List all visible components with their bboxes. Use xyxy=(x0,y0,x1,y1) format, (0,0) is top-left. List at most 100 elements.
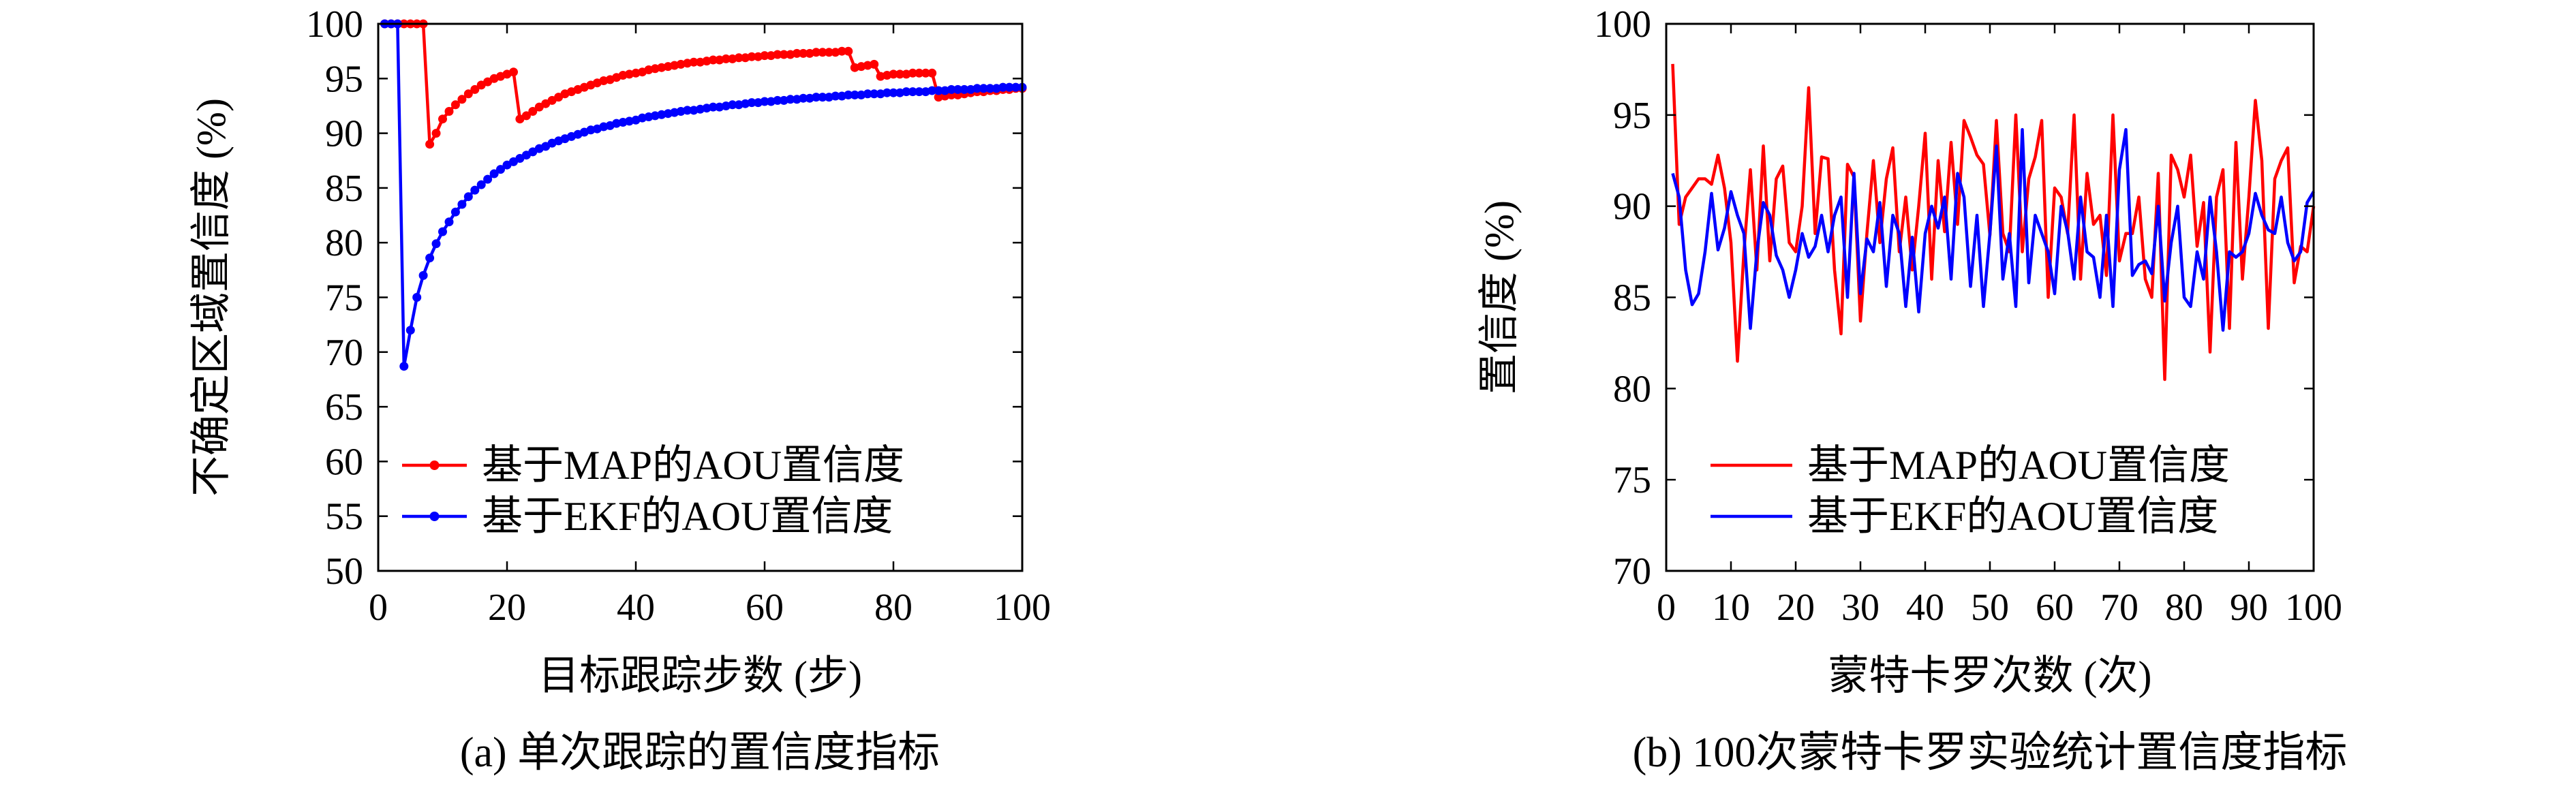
plot-frame xyxy=(1665,22,2315,572)
data-point xyxy=(831,91,840,101)
data-point xyxy=(773,95,782,105)
x-axis-label: 目标跟踪步数 (步) xyxy=(538,653,862,698)
data-point xyxy=(444,217,454,227)
x-tick-label: 0 xyxy=(369,587,388,629)
x-tick-label: 100 xyxy=(994,587,1051,629)
y-axis-label: 置信度 (%) xyxy=(1477,200,1522,394)
data-point xyxy=(1005,82,1014,92)
data-point xyxy=(721,54,731,63)
y-tick-label: 75 xyxy=(325,277,363,319)
x-tick-label: 80 xyxy=(2165,587,2203,629)
x-tick-label: 10 xyxy=(1712,587,1750,629)
data-point xyxy=(470,185,480,195)
data-point xyxy=(812,48,821,57)
data-point xyxy=(960,84,969,94)
legend-marker xyxy=(429,461,440,470)
series-line-1 xyxy=(1671,63,2316,381)
data-point xyxy=(689,57,699,67)
data-point xyxy=(405,326,415,335)
data-point xyxy=(760,51,769,61)
legend-marker xyxy=(429,512,440,521)
data-point xyxy=(786,95,795,104)
data-point xyxy=(431,239,441,249)
legend-label-1: 基于MAP的AOU置信度 xyxy=(482,443,904,488)
data-point xyxy=(747,98,756,108)
y-tick-label: 90 xyxy=(325,113,363,155)
y-tick-label: 60 xyxy=(325,441,363,483)
data-point xyxy=(902,87,911,97)
x-tick-label: 20 xyxy=(488,587,526,629)
data-point xyxy=(779,50,788,59)
x-tick-label: 50 xyxy=(1971,587,2009,629)
data-point xyxy=(708,55,718,65)
data-point xyxy=(728,100,737,110)
data-point xyxy=(921,68,930,78)
data-point xyxy=(457,200,467,209)
x-tick-label: 20 xyxy=(1777,587,1815,629)
y-tick-label: 70 xyxy=(325,332,363,374)
data-point xyxy=(915,68,924,78)
data-point xyxy=(889,69,898,79)
data-point xyxy=(463,192,473,202)
data-point xyxy=(792,48,801,58)
series-line-2 xyxy=(1671,127,2315,332)
y-tick-label: 65 xyxy=(325,386,363,428)
data-point xyxy=(895,69,904,79)
data-point xyxy=(883,88,892,97)
x-tick-label: 60 xyxy=(746,587,784,629)
data-point xyxy=(470,84,480,94)
data-point xyxy=(863,89,872,99)
data-point xyxy=(438,227,447,236)
data-point xyxy=(850,90,859,99)
y-tick-label: 80 xyxy=(1613,368,1651,410)
y-tick-label: 100 xyxy=(306,3,363,46)
data-point xyxy=(450,100,460,110)
data-point xyxy=(947,84,956,94)
y-axis-label: 不确定区域置信度 (%) xyxy=(189,98,234,497)
data-point xyxy=(431,129,441,138)
figure-caption: (b) 100次蒙特卡罗实验统计置信度指标 xyxy=(1633,730,2348,776)
data-point xyxy=(438,114,447,124)
x-tick-label: 0 xyxy=(1657,587,1676,629)
x-tick-label: 70 xyxy=(2100,587,2138,629)
data-point xyxy=(399,362,409,371)
data-point xyxy=(483,174,493,184)
y-tick-label: 90 xyxy=(1613,186,1651,228)
data-point xyxy=(799,93,808,103)
data-point xyxy=(496,165,505,174)
x-axis-label: 蒙特卡罗次数 (次) xyxy=(1828,653,2152,698)
data-point xyxy=(799,48,808,58)
legend-label-2: 基于EKF的AOU置信度 xyxy=(1807,494,2218,539)
x-tick-label: 40 xyxy=(617,587,655,629)
x-tick-label: 100 xyxy=(2285,587,2342,629)
data-point xyxy=(985,84,995,93)
y-tick-label: 85 xyxy=(325,168,363,210)
data-point xyxy=(747,52,756,61)
data-point xyxy=(818,93,827,102)
data-point xyxy=(509,67,518,77)
y-tick-label: 55 xyxy=(325,496,363,538)
data-point xyxy=(998,82,1008,92)
x-tick-label: 30 xyxy=(1841,587,1880,629)
data-point xyxy=(927,68,937,78)
legend-label-1: 基于MAP的AOU置信度 xyxy=(1807,443,2230,488)
data-point xyxy=(457,95,467,104)
x-tick-label: 60 xyxy=(2036,587,2074,629)
data-point xyxy=(908,87,917,97)
data-point xyxy=(773,50,782,59)
y-tick-label: 75 xyxy=(1613,459,1651,501)
data-point xyxy=(683,106,692,115)
data-point xyxy=(818,48,827,57)
x-tick-label: 80 xyxy=(874,587,913,629)
x-tick-label: 40 xyxy=(1906,587,1944,629)
data-point xyxy=(521,111,531,121)
data-point xyxy=(889,88,898,97)
y-tick-label: 95 xyxy=(1613,95,1651,137)
data-point xyxy=(425,140,435,149)
y-tick-label: 95 xyxy=(325,58,363,100)
y-tick-label: 100 xyxy=(1594,3,1651,46)
data-point xyxy=(418,270,428,280)
data-point xyxy=(489,169,499,178)
data-point xyxy=(1011,82,1020,92)
y-tick-label: 70 xyxy=(1613,550,1651,593)
